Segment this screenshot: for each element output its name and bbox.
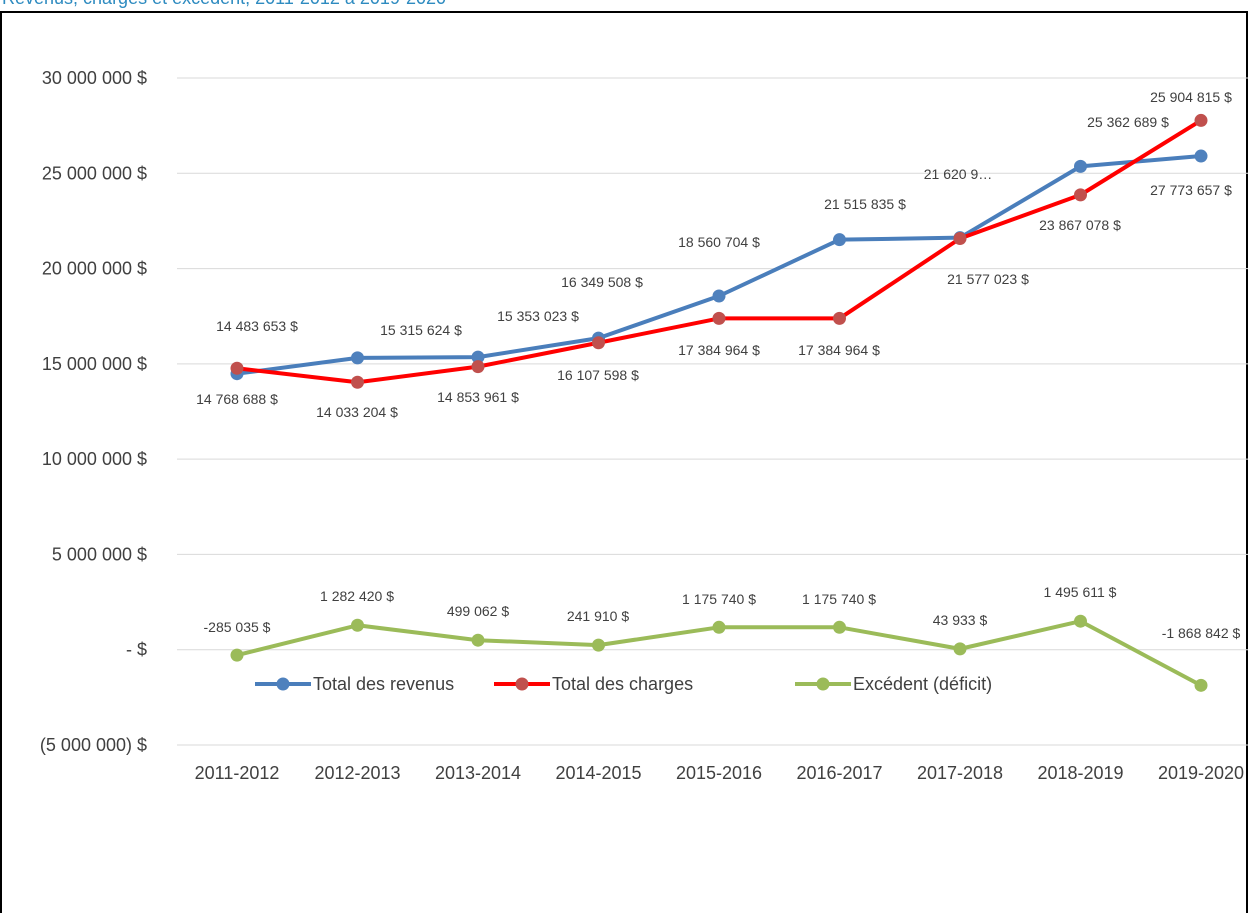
data-point xyxy=(712,289,726,303)
y-tick-label: - $ xyxy=(126,640,147,660)
data-label: 15 315 624 $ xyxy=(380,322,462,338)
data-label: 15 353 023 $ xyxy=(497,308,579,324)
data-point xyxy=(230,361,244,375)
data-label: 16 107 598 $ xyxy=(557,367,639,383)
data-point xyxy=(1194,113,1208,127)
data-point xyxy=(712,620,726,634)
data-label: 25 904 815 $ xyxy=(1150,89,1232,105)
data-point xyxy=(471,633,485,647)
data-label: 16 349 508 $ xyxy=(561,274,643,290)
data-point xyxy=(471,360,485,374)
legend-marker xyxy=(515,677,529,691)
data-point xyxy=(953,642,967,656)
data-point xyxy=(833,620,846,634)
data-label: 21 577 023 $ xyxy=(947,271,1029,287)
data-label: -285 035 $ xyxy=(204,619,271,635)
x-tick-label: 2014-2015 xyxy=(555,763,641,783)
data-label: 21 515 835 $ xyxy=(824,196,906,212)
data-label: 25 362 689 $ xyxy=(1087,114,1169,130)
data-point xyxy=(351,375,364,389)
data-label: 1 282 420 $ xyxy=(320,588,394,604)
legend-label: Excédent (déficit) xyxy=(853,674,992,694)
data-point xyxy=(1194,678,1208,692)
data-label: 27 773 657 $ xyxy=(1150,182,1232,198)
y-tick-label: 30 000 000 $ xyxy=(42,68,147,88)
data-point xyxy=(592,638,605,652)
legend-marker xyxy=(816,677,830,691)
x-tick-label: 2015-2016 xyxy=(676,763,762,783)
data-label: 17 384 964 $ xyxy=(798,342,880,358)
data-point xyxy=(592,336,605,350)
x-tick-label: 2016-2017 xyxy=(796,763,882,783)
chart-frame xyxy=(0,11,1248,918)
data-label: 14 483 653 $ xyxy=(216,318,298,334)
data-label: 499 062 $ xyxy=(447,603,509,619)
data-label: 1 495 611 $ xyxy=(1044,584,1117,600)
y-tick-label: 10 000 000 $ xyxy=(42,449,147,469)
data-point xyxy=(1074,188,1087,202)
data-label: -1 868 842 $ xyxy=(1162,625,1241,641)
x-tick-label: 2013-2014 xyxy=(435,763,521,783)
data-label: 18 560 704 $ xyxy=(678,234,760,250)
data-point xyxy=(351,351,364,365)
data-point xyxy=(471,350,485,364)
data-label: 14 768 688 $ xyxy=(196,391,278,407)
data-label: 23 867 078 $ xyxy=(1039,217,1121,233)
x-tick-label: 2017-2018 xyxy=(917,763,1003,783)
data-label: 14 033 204 $ xyxy=(316,404,398,420)
data-label: 1 175 740 $ xyxy=(802,591,876,607)
data-label: 241 910 $ xyxy=(567,608,629,624)
data-point xyxy=(833,233,846,247)
chart-title: Revenus, charges et excédent, 2011-2012 … xyxy=(2,0,446,8)
x-tick-label: 2019-2020 xyxy=(1158,763,1244,783)
x-tick-label: 2012-2013 xyxy=(314,763,400,783)
y-tick-label: 5 000 000 $ xyxy=(52,544,147,564)
y-tick-label: 15 000 000 $ xyxy=(42,354,147,374)
y-tick-label: 20 000 000 $ xyxy=(42,259,147,279)
legend-label: Total des charges xyxy=(552,674,693,694)
x-tick-label: 2018-2019 xyxy=(1037,763,1123,783)
data-point xyxy=(230,648,244,662)
data-point xyxy=(833,311,846,325)
data-label: 14 853 961 $ xyxy=(437,389,519,405)
data-label: 43 933 $ xyxy=(933,612,988,628)
data-point xyxy=(1074,614,1087,628)
data-label: 21 620 9… xyxy=(924,166,993,182)
data-label: 1 175 740 $ xyxy=(682,591,756,607)
data-point xyxy=(953,232,967,246)
legend-marker xyxy=(276,677,290,691)
data-point xyxy=(1194,149,1208,163)
y-tick-label: 25 000 000 $ xyxy=(42,163,147,183)
x-tick-label: 2011-2012 xyxy=(195,763,280,783)
legend-label: Total des revenus xyxy=(313,674,454,694)
data-label: 17 384 964 $ xyxy=(678,342,760,358)
data-point xyxy=(712,311,726,325)
y-tick-label: (5 000 000) $ xyxy=(40,735,147,755)
data-point xyxy=(1074,159,1087,173)
data-point xyxy=(351,618,364,632)
